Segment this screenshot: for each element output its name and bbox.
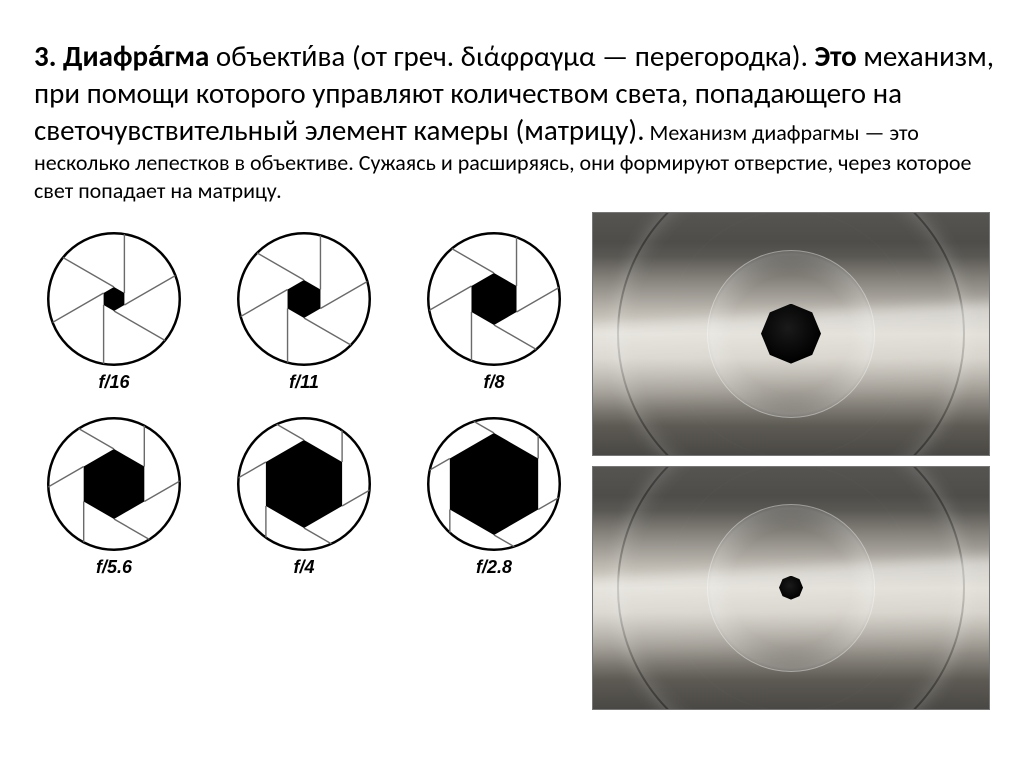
aperture-label: f/16 <box>98 372 129 393</box>
def-part-1: объекти́ва (от греч. διάφραγμα — перегор… <box>209 38 814 74</box>
lens-photo-open <box>592 212 990 456</box>
aperture-label: f/5.6 <box>96 557 132 578</box>
aperture-cell: f/2.8 <box>420 417 568 578</box>
aperture-icon <box>427 232 561 366</box>
aperture-cell: f/11 <box>230 232 378 393</box>
aperture-label: f/4 <box>293 557 314 578</box>
lens-photo-panel <box>592 212 990 710</box>
aperture-cell: f/4 <box>230 417 378 578</box>
term-name: 3. Диафра́гма <box>34 38 209 74</box>
aperture-icon <box>47 232 181 366</box>
aperture-opening-large <box>761 304 821 364</box>
aperture-diagram-panel: f/16 f/11 f/8 f/5.6 f/4 f/2.8 <box>34 212 574 710</box>
aperture-icon <box>237 232 371 366</box>
aperture-cell: f/16 <box>40 232 188 393</box>
intro-paragraph: 3. Диафра́гма объекти́ва (от греч. διάφρ… <box>34 38 994 206</box>
aperture-cell: f/5.6 <box>40 417 188 578</box>
lens-photo-closed <box>592 466 990 710</box>
term-this: Это <box>814 38 856 74</box>
aperture-grid: f/16 f/11 f/8 f/5.6 f/4 f/2.8 <box>34 224 574 578</box>
aperture-icon <box>237 417 371 551</box>
aperture-icon <box>427 417 561 551</box>
aperture-cell: f/8 <box>420 232 568 393</box>
aperture-icon <box>47 417 181 551</box>
aperture-label: f/8 <box>483 372 504 393</box>
aperture-label: f/2.8 <box>476 557 512 578</box>
aperture-label: f/11 <box>289 372 319 393</box>
aperture-opening-small <box>779 576 803 600</box>
